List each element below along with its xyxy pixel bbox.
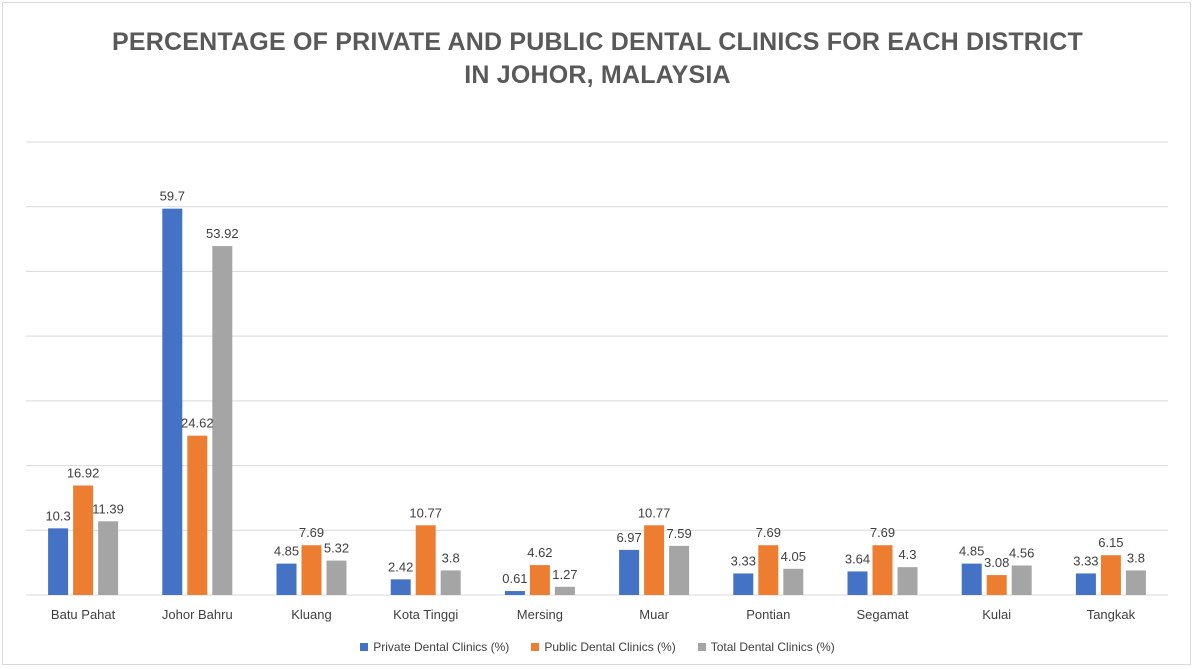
data-label: 4.85 — [274, 544, 299, 559]
bar — [1075, 573, 1096, 595]
legend-item: Private Dental Clinics (%) — [360, 640, 509, 654]
bar — [276, 563, 297, 595]
data-label: 10.77 — [638, 505, 671, 520]
data-label: 59.7 — [160, 189, 185, 204]
data-label: 4.3 — [898, 547, 916, 562]
bar — [212, 246, 233, 595]
data-label: 7.59 — [666, 526, 691, 541]
legend-item: Public Dental Clinics (%) — [531, 640, 676, 654]
data-label: 4.56 — [1009, 545, 1034, 560]
bar — [326, 560, 347, 595]
category-label: Mersing — [517, 607, 563, 622]
legend-swatch — [531, 643, 540, 651]
bars — [48, 208, 1146, 596]
data-labels: 10.316.9211.3959.724.6253.924.857.695.32… — [45, 189, 1144, 586]
legend-label: Private Dental Clinics (%) — [373, 640, 510, 654]
bar — [162, 208, 183, 596]
data-label: 3.33 — [731, 553, 756, 568]
data-label: 6.97 — [616, 530, 641, 545]
bar — [554, 586, 575, 595]
data-label: 3.64 — [845, 551, 870, 566]
category-label: Tangkak — [1087, 607, 1136, 622]
category-label: Kota Tinggi — [393, 607, 458, 622]
data-label: 3.33 — [1073, 553, 1098, 568]
category-labels: Batu Pahat Johor Bahru Kluang Kota Tinggi Me… — [51, 607, 1136, 622]
bar — [783, 568, 804, 595]
bar — [187, 435, 208, 595]
legend-swatch — [360, 643, 369, 651]
category-label: Batu Pahat — [51, 607, 116, 622]
data-label: 3.8 — [1127, 550, 1145, 565]
bar — [758, 545, 779, 595]
bar — [48, 528, 69, 595]
data-label: 7.69 — [870, 525, 895, 540]
bar — [73, 485, 94, 595]
chart-title: PERCENTAGE OF PRIVATE AND PUBLIC DENTAL … — [0, 26, 1195, 92]
bar — [644, 525, 665, 595]
data-label: 10.77 — [409, 505, 442, 520]
bar — [897, 567, 918, 595]
data-label: 16.92 — [67, 466, 100, 481]
data-label: 5.32 — [324, 541, 349, 556]
data-label: 53.92 — [206, 226, 239, 241]
legend-label: Public Dental Clinics (%) — [544, 640, 676, 654]
chart-title-line-1: PERCENTAGE OF PRIVATE AND PUBLIC DENTAL … — [112, 28, 1083, 56]
category-label: Kluang — [291, 607, 331, 622]
data-label: 2.42 — [388, 559, 413, 574]
data-label: 24.62 — [181, 416, 214, 431]
category-label: Pontian — [746, 607, 790, 622]
bar — [98, 521, 119, 595]
category-label: Kulai — [982, 607, 1011, 622]
data-label: 6.15 — [1098, 535, 1123, 550]
legend-label: Total Dental Clinics (%) — [710, 640, 835, 654]
bar — [961, 563, 982, 595]
data-label: 11.39 — [92, 501, 124, 516]
bar — [504, 591, 525, 595]
bar — [619, 549, 640, 595]
bar — [1100, 555, 1121, 595]
data-label: 1.27 — [552, 567, 577, 582]
legend-item: Total Dental Clinics (%) — [697, 640, 835, 654]
bar — [529, 565, 550, 595]
legend-swatch — [697, 643, 706, 651]
data-label: 7.69 — [756, 525, 781, 540]
data-label: 4.85 — [959, 544, 984, 559]
bar — [733, 573, 754, 595]
bar — [1125, 570, 1146, 595]
bar — [1011, 565, 1032, 595]
bar — [872, 545, 893, 595]
bar — [986, 575, 1007, 595]
data-label: 7.69 — [299, 525, 324, 540]
category-label: Segamat — [856, 607, 908, 622]
data-label: 3.08 — [984, 555, 1009, 570]
data-label: 10.3 — [45, 508, 70, 523]
bar — [669, 545, 690, 595]
data-label: 4.05 — [781, 549, 806, 564]
legend: Private Dental Clinics (%) Public Dental … — [0, 640, 1195, 654]
data-label: 4.62 — [527, 545, 552, 560]
bar — [415, 525, 436, 595]
category-label: Johor Bahru — [162, 607, 233, 622]
bar — [301, 545, 322, 595]
category-label: Muar — [639, 607, 669, 622]
data-label: 0.61 — [502, 571, 527, 586]
bar — [847, 571, 868, 595]
bar — [390, 579, 411, 595]
bar — [440, 570, 461, 595]
data-label: 3.8 — [442, 550, 460, 565]
chart-title-line-2: IN JOHOR, MALAYSIA — [464, 61, 731, 89]
